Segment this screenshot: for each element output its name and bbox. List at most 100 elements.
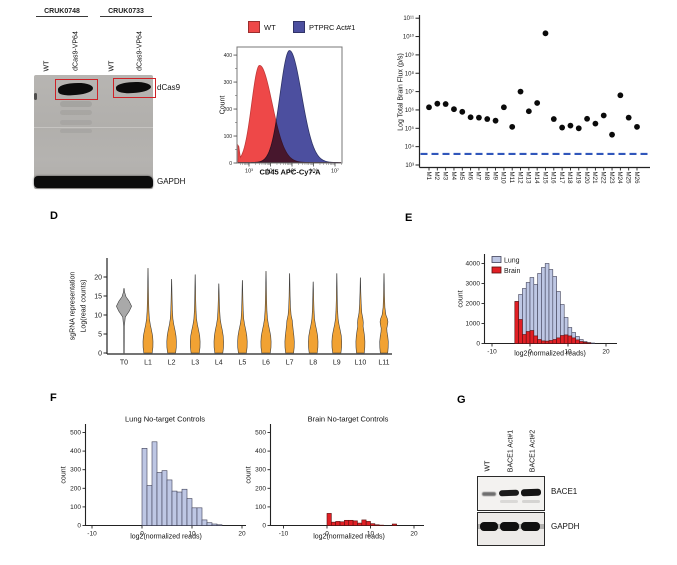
svg-text:M22: M22 — [600, 172, 607, 185]
svg-text:M10: M10 — [500, 172, 507, 185]
svg-text:M9: M9 — [491, 172, 498, 181]
svg-text:400: 400 — [255, 448, 266, 455]
svg-text:M14: M14 — [533, 172, 540, 185]
svg-text:M18: M18 — [566, 172, 573, 185]
blot-group-label-1: CRUK0748 — [36, 8, 88, 17]
svg-text:M11: M11 — [508, 172, 515, 184]
marker-label-gapdh-g: GAPDH — [551, 521, 580, 531]
svg-text:L9: L9 — [333, 360, 341, 367]
lung-ntc-x-axis-label: log2(normalized reads) — [130, 533, 202, 541]
svg-text:200: 200 — [224, 107, 233, 113]
svg-text:10⁵: 10⁵ — [288, 168, 296, 175]
svg-text:100: 100 — [224, 134, 233, 140]
svg-text:M20: M20 — [583, 172, 590, 185]
lung-ntc-title: Lung No-target Controls — [124, 414, 206, 424]
flow-x-axis-label: CD45 APC-Cy7-A — [259, 167, 321, 177]
svg-text:10⁹: 10⁹ — [405, 52, 415, 59]
panel-letter-g: G — [457, 394, 466, 406]
lane-label-bace1-act2: BACE1 Act#2 — [529, 429, 537, 473]
red-highlight-box-2 — [113, 78, 156, 98]
svg-text:M5: M5 — [458, 172, 465, 181]
svg-text:0: 0 — [528, 349, 532, 356]
svg-text:100: 100 — [255, 504, 266, 511]
histE-x-axis-label: log2(normalized reads) — [514, 350, 586, 358]
svg-text:L1: L1 — [144, 360, 152, 367]
svg-text:L6: L6 — [262, 360, 270, 367]
svg-text:400: 400 — [224, 53, 233, 59]
svg-text:-10: -10 — [279, 531, 289, 538]
svg-text:10⁷: 10⁷ — [331, 168, 339, 175]
svg-text:10⁶: 10⁶ — [405, 107, 415, 114]
gapdh-band-wt — [480, 522, 498, 531]
svg-text:0: 0 — [77, 523, 81, 530]
svg-text:M24: M24 — [616, 172, 623, 185]
svg-text:10⁴: 10⁴ — [266, 168, 275, 175]
svg-text:300: 300 — [255, 467, 266, 474]
svg-text:0: 0 — [262, 523, 266, 530]
svg-text:200: 200 — [255, 485, 266, 492]
svg-text:10³: 10³ — [245, 169, 253, 175]
svg-text:10³: 10³ — [405, 163, 414, 169]
panel-letter-f: F — [50, 392, 57, 404]
svg-text:L11: L11 — [378, 360, 389, 367]
svg-text:M15: M15 — [541, 172, 548, 185]
svg-text:M4: M4 — [450, 172, 457, 181]
brain-ntc-y-axis-label: count — [245, 466, 253, 484]
bace1-blot-box — [477, 476, 545, 511]
svg-text:L3: L3 — [191, 360, 199, 367]
svg-text:20: 20 — [238, 531, 246, 538]
ghost-band — [60, 120, 92, 125]
svg-text:10: 10 — [94, 312, 102, 319]
svg-text:20: 20 — [94, 274, 102, 281]
svg-text:500: 500 — [70, 430, 81, 437]
svg-text:100: 100 — [70, 504, 81, 511]
svg-text:M1: M1 — [425, 172, 432, 181]
svg-text:10¹⁰: 10¹⁰ — [403, 34, 415, 41]
svg-text:M13: M13 — [525, 172, 532, 185]
panel-letter-d: D — [50, 210, 58, 222]
brain-ntc-x-axis-label: log2(normalized reads) — [313, 533, 385, 541]
red-highlight-box-1 — [55, 79, 98, 100]
svg-text:2000: 2000 — [466, 301, 481, 308]
svg-text:M6: M6 — [466, 172, 473, 181]
svg-text:L2: L2 — [168, 360, 176, 367]
svg-text:L7: L7 — [286, 360, 294, 367]
lung-ntc-y-axis-label: count — [60, 466, 68, 484]
svg-text:M19: M19 — [575, 172, 582, 185]
gapdh-blot-box — [477, 512, 545, 546]
svg-text:10: 10 — [367, 531, 375, 538]
marker-label-gapdh: GAPDH — [157, 177, 186, 186]
svg-text:M7: M7 — [475, 172, 482, 181]
bace1-band-act1 — [498, 489, 520, 497]
svg-text:L8: L8 — [309, 360, 317, 367]
svg-text:10¹¹: 10¹¹ — [403, 16, 414, 22]
gapdh-band-row — [34, 176, 153, 188]
flow-legend-wt: WT — [248, 21, 276, 33]
svg-text:M2: M2 — [433, 172, 440, 181]
bace1-band-wt — [482, 492, 496, 496]
svg-text:10: 10 — [564, 349, 572, 356]
marker-label-dcas9: dCas9 — [157, 83, 181, 92]
svg-text:200: 200 — [70, 485, 81, 492]
ghost-band — [60, 101, 92, 107]
svg-text:M17: M17 — [558, 172, 565, 185]
svg-text:20: 20 — [602, 349, 610, 356]
brain-ntc-title: Brain No-target Controls — [307, 414, 389, 424]
bace1-band-act2 — [520, 488, 542, 497]
svg-text:M21: M21 — [591, 172, 598, 185]
ptprc-legend-swatch — [293, 21, 305, 33]
svg-text:300: 300 — [70, 467, 81, 474]
svg-text:0: 0 — [98, 350, 102, 357]
svg-text:20: 20 — [410, 531, 418, 538]
svg-text:-10: -10 — [487, 349, 497, 356]
svg-text:M3: M3 — [441, 172, 448, 181]
svg-text:0: 0 — [229, 161, 232, 167]
ghost-band — [60, 110, 92, 115]
lane-label-bace1-act1: BACE1 Act#1 — [507, 429, 515, 473]
svg-text:4000: 4000 — [466, 261, 481, 268]
